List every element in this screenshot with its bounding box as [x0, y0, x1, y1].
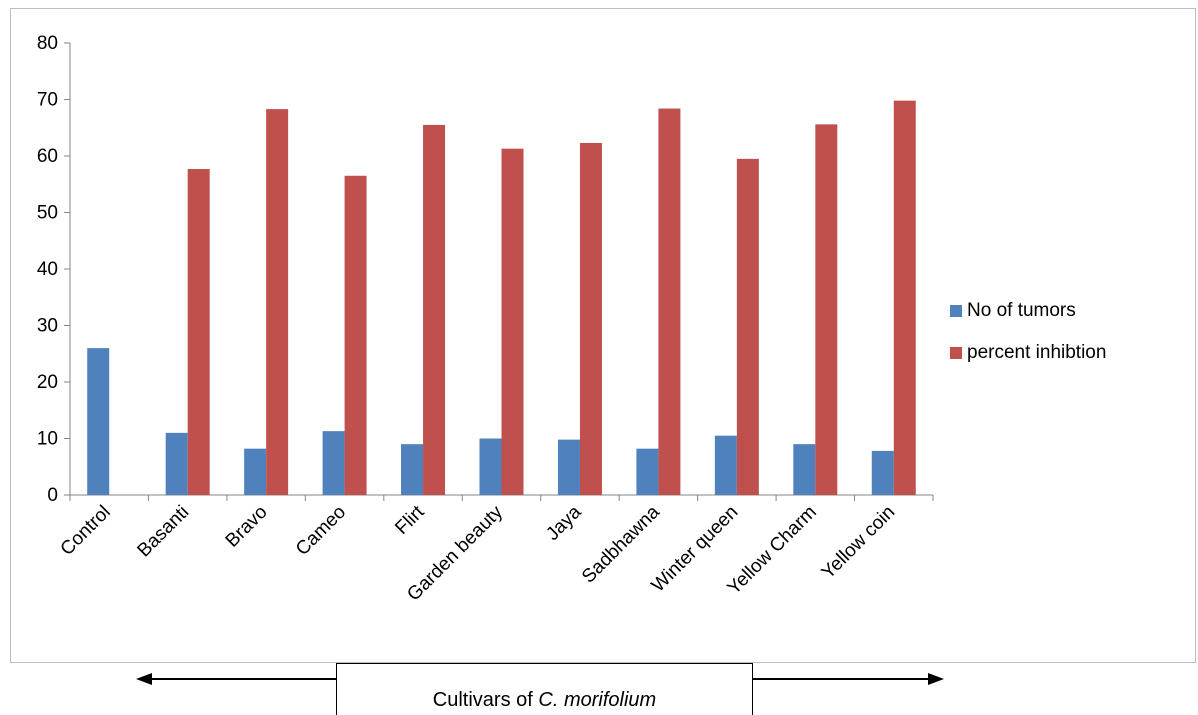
y-tick-label: 50 [37, 203, 58, 224]
x-tick-label: Flirt [391, 501, 429, 539]
bar-no-of-tumors [793, 444, 816, 495]
bar-no-of-tumors [636, 448, 659, 495]
y-tick-label: 0 [47, 485, 58, 506]
y-tick-label: 20 [37, 372, 58, 393]
caption-text: Cultivars of C. morifolium [337, 689, 752, 712]
bar-no-of-tumors [322, 431, 345, 495]
caption-row: Cultivars of C. morifolium [0, 663, 1198, 715]
y-tick-label: 80 [37, 33, 58, 54]
y-tick-label: 40 [37, 259, 58, 280]
bar-no-of-tumors [871, 450, 894, 495]
bar-percent-inhibtion [187, 168, 210, 495]
x-tick-label: Basanti [134, 502, 194, 562]
bar-percent-inhibtion [266, 109, 289, 495]
bar-percent-inhibtion [423, 124, 446, 496]
legend-label-percent-inhibtion: percent inhibtion [967, 342, 1107, 363]
x-tick-label: Bravo [222, 502, 272, 552]
y-tick-label: 10 [37, 429, 58, 450]
bar-percent-inhibtion [344, 175, 367, 495]
bar-percent-inhibtion [579, 143, 602, 495]
legend-swatch-percent-inhibtion [950, 347, 962, 359]
bar-percent-inhibtion [815, 124, 838, 496]
x-tick-label: Control [57, 502, 115, 560]
bar-no-of-tumors [479, 438, 502, 495]
bar-no-of-tumors [557, 439, 580, 495]
y-tick-label: 70 [37, 90, 58, 111]
x-tick-label: Yellow coin [818, 502, 900, 584]
legend-swatch-no-of-tumors [950, 305, 962, 317]
bar-no-of-tumors [401, 444, 424, 495]
right-arrow-head [928, 673, 944, 685]
bar-no-of-tumors [714, 435, 737, 495]
x-tick-label: Cameo [292, 502, 350, 560]
chart-frame [10, 8, 1196, 663]
x-tick-label: Sadbhawna [578, 501, 664, 587]
bar-no-of-tumors [165, 432, 188, 495]
chart-plot: 0 10 20 30 40 50 60 70 80 Control Basanti Bravo Came… [37, 33, 934, 605]
bar-no-of-tumors [87, 348, 110, 495]
bar-percent-inhibtion [658, 108, 681, 495]
caption-arrows [136, 673, 944, 685]
bar-percent-inhibtion [736, 158, 759, 495]
bar-no-of-tumors [244, 448, 267, 495]
bar-percent-inhibtion [501, 148, 524, 495]
y-tick-label: 60 [37, 146, 58, 167]
y-tick-label: 30 [37, 316, 58, 337]
bar-percent-inhibtion [893, 100, 916, 495]
caption-prefix: Cultivars of [432, 689, 539, 711]
caption-box: Cultivars of C. morifolium [336, 663, 753, 715]
caption-species: C. morifolium [538, 689, 657, 711]
legend-label-no-of-tumors: No of tumors [967, 300, 1076, 321]
left-arrow-head [136, 673, 152, 685]
x-tick-label: Jaya [542, 501, 586, 545]
